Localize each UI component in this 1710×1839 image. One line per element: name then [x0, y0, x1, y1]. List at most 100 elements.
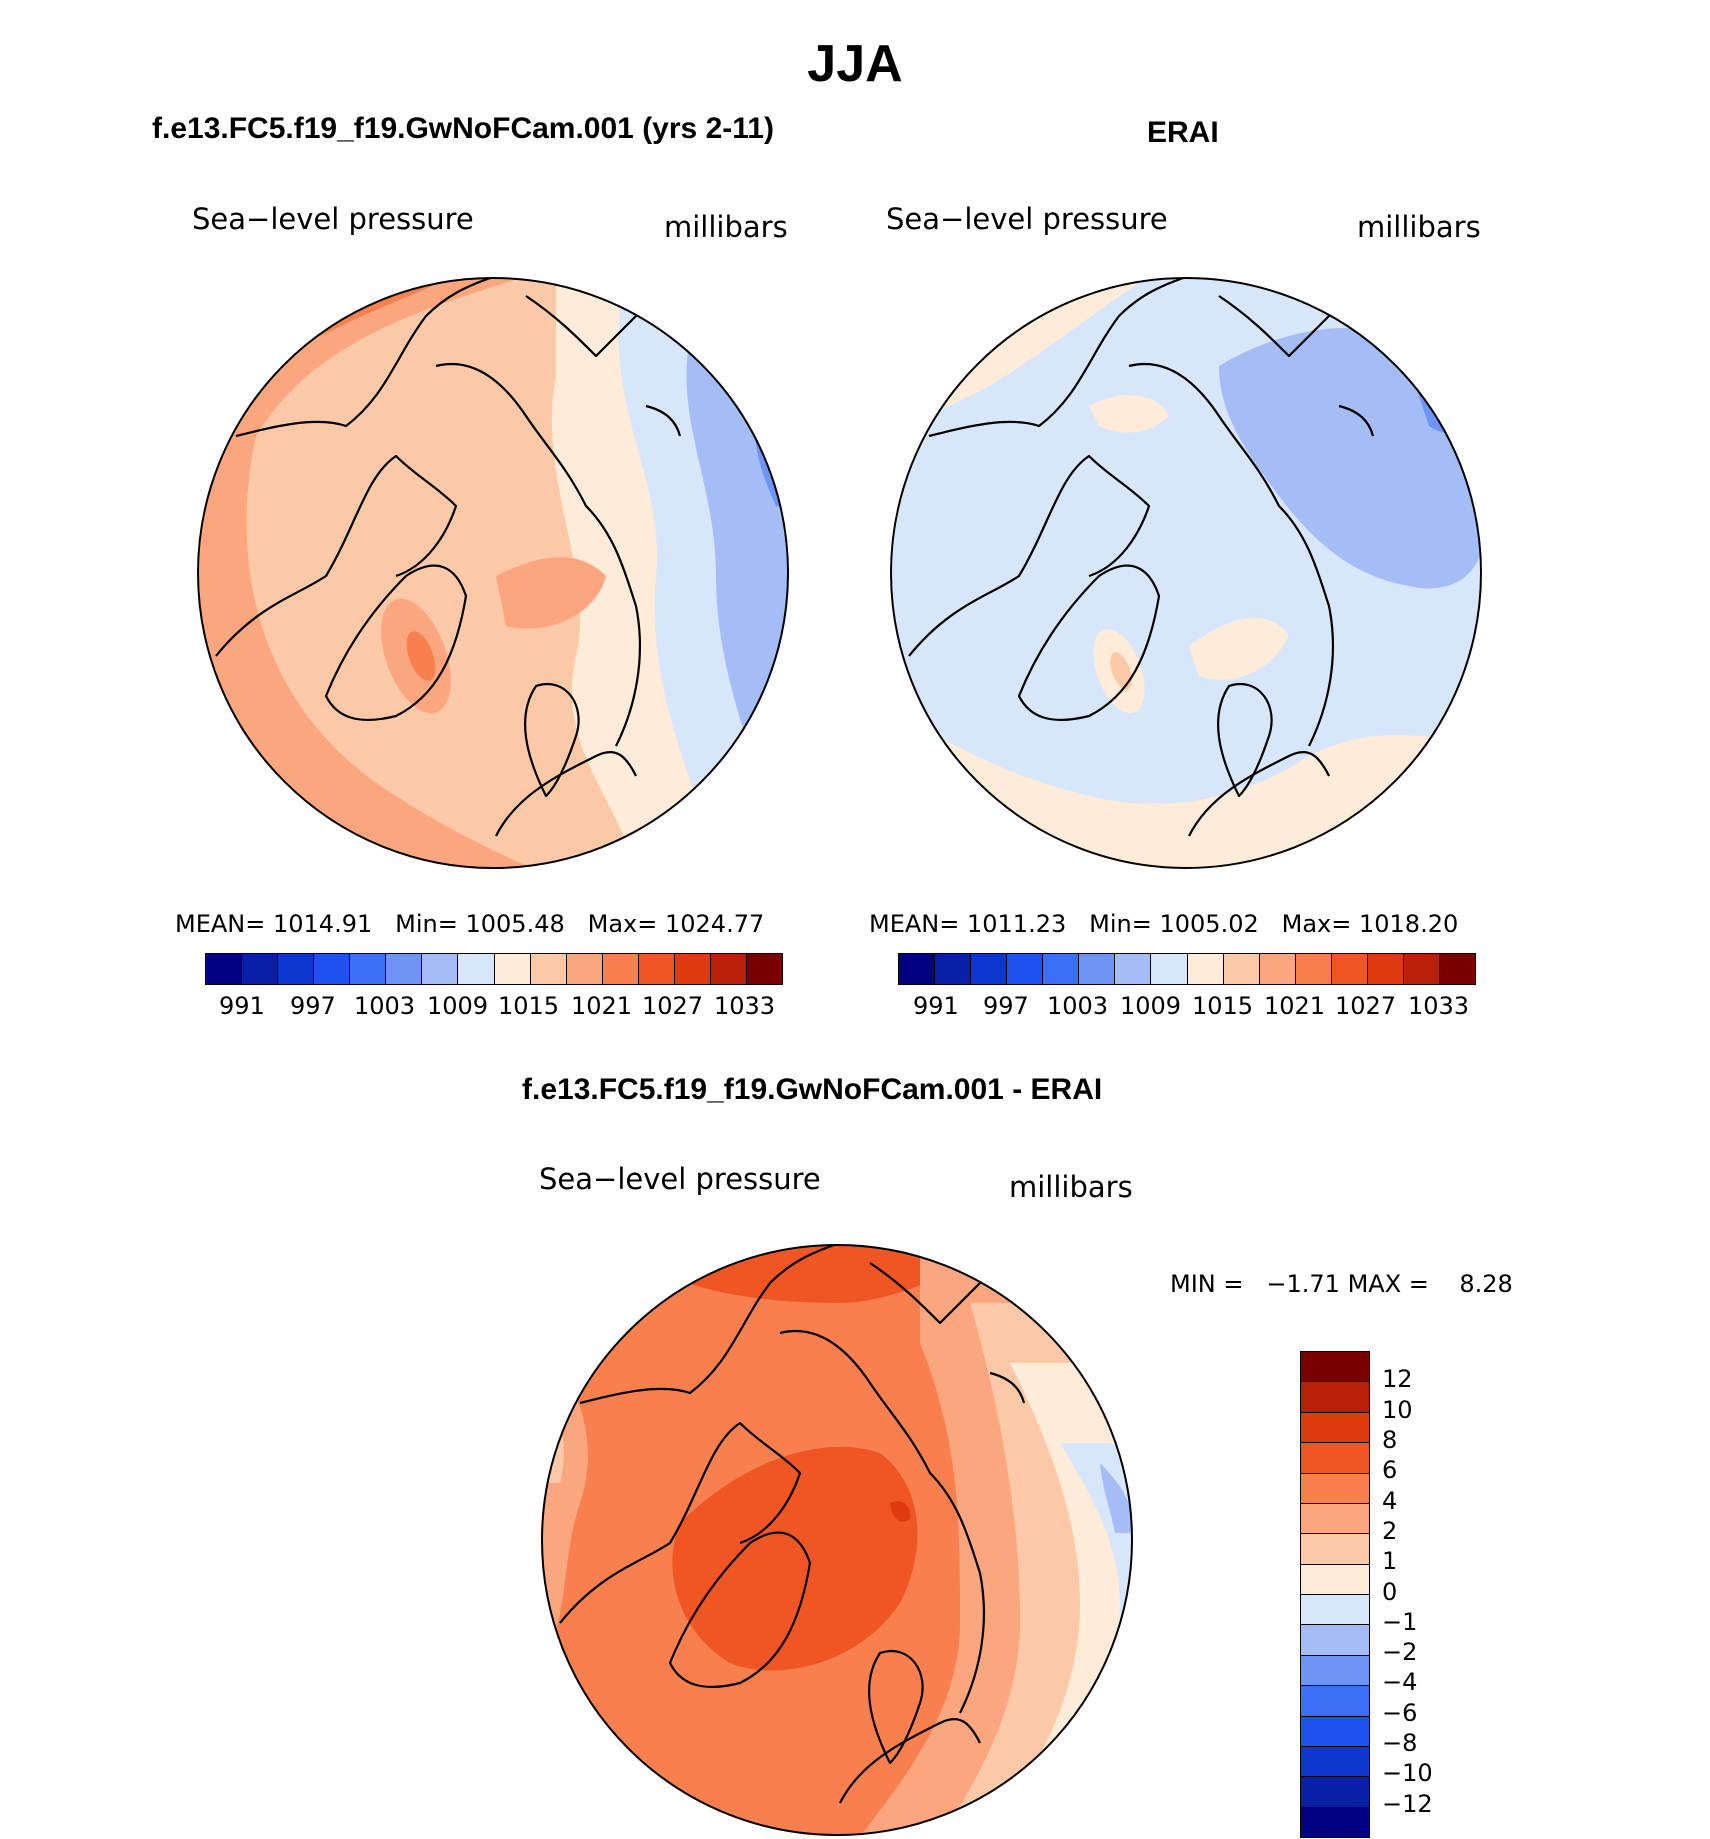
model-colorbar-swatch — [278, 954, 315, 984]
diff-max-label: MAX = — [1347, 1270, 1429, 1298]
model-coast-siberia — [435, 363, 641, 747]
obs-coast-scandinavia — [1217, 683, 1273, 798]
diff-colorbar-swatch — [1301, 1564, 1369, 1595]
obs-colorbar-swatch — [1007, 954, 1044, 984]
obs-colorbar-tick: 1021 — [1264, 992, 1326, 1020]
diff-colorbar-tick: 12 — [1382, 1365, 1413, 1394]
diff-colorbar-swatch — [1301, 1746, 1369, 1778]
diff-colorbar-swatch — [1301, 1595, 1369, 1626]
model-polar-map — [197, 277, 789, 869]
diff-colorbar-swatch — [1301, 1443, 1369, 1474]
model-colorbar-swatch — [206, 954, 243, 984]
diff-colorbar-tick: 1 — [1382, 1547, 1398, 1576]
model-coast-alaska — [235, 278, 497, 438]
diff-colorbar-tick: −8 — [1382, 1729, 1418, 1758]
diff-coast-europe — [839, 1717, 981, 1804]
model-colorbar-swatch — [242, 954, 279, 984]
model-map-border — [197, 277, 789, 869]
obs-colorbar-swatch — [1403, 954, 1440, 984]
model-colorbar — [205, 953, 783, 985]
model-coast-greenland — [324, 564, 468, 721]
model-max-label: Max= — [587, 910, 658, 938]
model-colorbar-swatch — [674, 954, 711, 984]
model-colorbar-swatch — [638, 954, 675, 984]
diff-panel-title: f.e13.FC5.f19_f19.GwNoFCam.001 - ERAI — [522, 1073, 1103, 1106]
obs-colorbar-swatch — [1151, 954, 1188, 984]
model-colorbar-swatch — [710, 954, 747, 984]
model-colorbar-swatch — [458, 954, 495, 984]
model-colorbar-swatch — [602, 954, 639, 984]
obs-colorbar-swatch — [971, 954, 1008, 984]
diff-coast-kamchatka — [989, 1371, 1026, 1404]
model-colorbar-swatch — [386, 954, 423, 984]
obs-statistics: MEAN= 1011.23 Min= 1005.02 Max= 1018.20 — [869, 910, 1458, 938]
model-field-warm-rim — [198, 278, 536, 868]
model-field-high-barents — [496, 557, 606, 629]
obs-coast-greenland — [1017, 564, 1161, 721]
diff-colorbar-swatch — [1301, 1625, 1369, 1656]
diff-colorbar-tick: −4 — [1382, 1668, 1418, 1697]
obs-map-border — [890, 277, 1482, 869]
diff-colorbar-swatch — [1301, 1473, 1369, 1504]
model-colorbar-swatch — [422, 954, 459, 984]
obs-colorbar-swatch — [1043, 954, 1080, 984]
model-variable-label: Sea−level pressure — [192, 202, 474, 236]
diff-colorbar-tick: −10 — [1382, 1759, 1433, 1788]
diff-colorbar-swatch — [1301, 1655, 1369, 1687]
diff-colorbar-tick: −2 — [1382, 1638, 1418, 1667]
obs-colorbar-tick: 1009 — [1120, 992, 1182, 1020]
obs-colorbar-tick: 1033 — [1408, 992, 1470, 1020]
model-coast-canada — [215, 454, 458, 657]
obs-coast-alaska — [928, 278, 1190, 438]
obs-colorbar-tick: 1003 — [1047, 992, 1109, 1020]
model-mean-value: 1014.91 — [273, 910, 373, 938]
diff-field-central-max — [672, 1446, 918, 1671]
model-units-label: millibars — [664, 210, 788, 244]
model-field-high-greenland-core — [406, 631, 436, 681]
diff-colorbar-tick: 4 — [1382, 1486, 1398, 1515]
model-colorbar-tick: 1033 — [714, 992, 776, 1020]
diff-colorbar-swatch — [1301, 1777, 1369, 1808]
model-max-value: 1024.77 — [665, 910, 765, 938]
diff-colorbar-tick: 6 — [1382, 1456, 1398, 1485]
obs-polar-map — [890, 277, 1482, 869]
diff-colorbar-swatch — [1301, 1352, 1369, 1383]
obs-colorbar-swatch — [1367, 954, 1404, 984]
diff-field-east-negative-core — [1100, 1463, 1132, 1533]
obs-colorbar-tick: 997 — [983, 992, 1029, 1020]
model-coast-europe — [495, 750, 637, 837]
diff-colorbar-tick: −6 — [1382, 1698, 1418, 1727]
obs-colorbar-swatch — [1295, 954, 1332, 984]
obs-colorbar-swatch — [1223, 954, 1260, 984]
obs-colorbar-swatch — [935, 954, 972, 984]
obs-colorbar-swatch — [1259, 954, 1296, 984]
obs-colorbar-swatch — [899, 954, 936, 984]
model-colorbar-swatch — [746, 954, 782, 984]
diff-colorbar-tick: 2 — [1382, 1516, 1398, 1545]
diff-colorbar-tick: −12 — [1382, 1789, 1433, 1818]
obs-min-value: 1005.02 — [1159, 910, 1259, 938]
obs-colorbar-tick: 1015 — [1192, 992, 1254, 1020]
diff-map-border — [541, 1244, 1133, 1836]
obs-max-label: Max= — [1281, 910, 1352, 938]
diff-polar-map — [541, 1244, 1133, 1836]
model-panel-title: f.e13.FC5.f19_f19.GwNoFCam.001 (yrs 2-11… — [152, 112, 774, 145]
diff-coast-canada — [559, 1421, 802, 1624]
diff-max-value: 8.28 — [1459, 1270, 1513, 1298]
obs-mean-label: MEAN= — [869, 910, 960, 938]
diff-coast-greenland — [668, 1531, 812, 1688]
diff-colorbar-swatch — [1301, 1503, 1369, 1535]
model-min-value: 1005.48 — [465, 910, 565, 938]
diff-colorbar-tick: 8 — [1382, 1425, 1398, 1454]
main-title: JJA — [807, 35, 903, 93]
model-colorbar-swatch — [350, 954, 387, 984]
diff-coast-alaska — [579, 1245, 841, 1405]
obs-panel-title: ERAI — [1147, 116, 1219, 149]
diff-coast-siberia — [779, 1330, 985, 1714]
diff-colorbar — [1300, 1351, 1370, 1838]
obs-coast-europe — [1188, 750, 1330, 837]
obs-colorbar-tick: 1027 — [1335, 992, 1397, 1020]
model-coast-scandinavia — [524, 683, 580, 798]
diff-colorbar-tick: 0 — [1382, 1577, 1398, 1606]
obs-colorbar-swatch — [1439, 954, 1475, 984]
